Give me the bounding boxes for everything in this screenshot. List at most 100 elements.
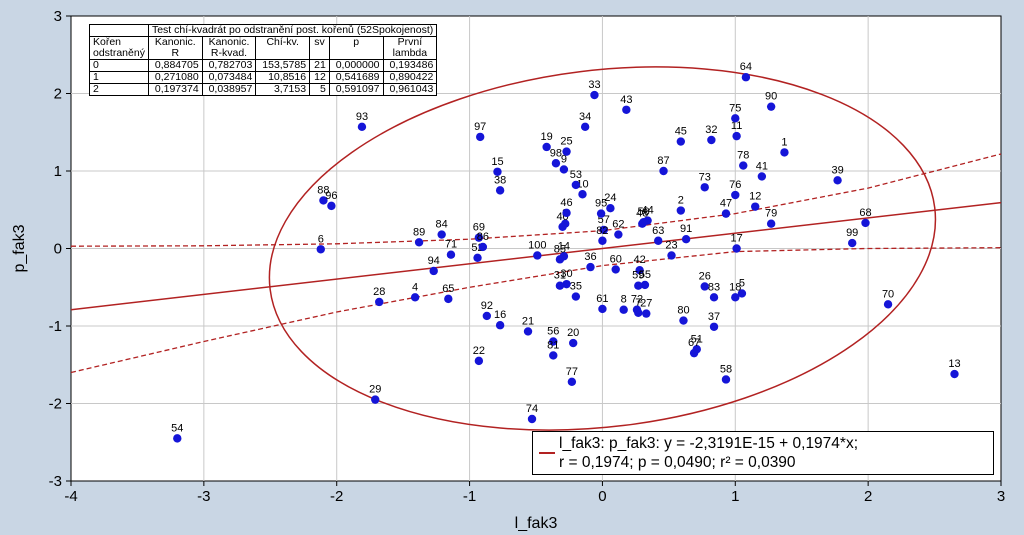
data-point [542,142,551,152]
data-point-label: 7 [635,297,641,309]
data-point-label: 58 [720,363,732,375]
data-point [493,167,502,176]
data-point [444,294,453,304]
data-point-label: 64 [740,61,752,73]
data-point [495,186,505,195]
data-point [676,206,686,215]
data-point-label: 69 [473,222,485,234]
y-tick-label: -3 [49,473,62,490]
data-point [446,250,456,259]
column-header-line2 [313,48,326,59]
data-point-label: 80 [677,305,689,317]
data-point [558,222,567,231]
data-point-label: 33 [588,79,600,91]
data-point-label: 88 [317,184,329,196]
data-point [478,242,488,252]
data-point [766,102,776,111]
data-point [173,434,182,443]
data-point-label: 32 [705,124,717,136]
data-point [679,316,688,325]
data-point [474,356,484,366]
data-point-label: 1 [781,136,787,148]
column-header: p [328,36,384,60]
table-title-row: Test chí-kvadrát po odstranění post. koř… [89,24,438,37]
data-point [555,281,565,290]
data-point [757,172,767,181]
confidence-ellipse [268,66,937,431]
data-point-label: 39 [831,164,843,176]
data-point-label: 37 [708,311,720,323]
data-point [635,266,644,275]
row-header-line: odstraněný [93,47,145,59]
x-axis-title: l_fak3 [515,515,558,532]
data-point-label: 95 [595,198,607,210]
data-point-label: 9 [561,153,567,165]
table-cell: 5 [309,83,330,96]
data-point-label: 19 [541,131,553,143]
data-point [700,183,709,192]
data-point-label: 48 [636,208,648,220]
data-point [737,289,747,298]
data-point [709,322,719,331]
table-cell: 0,782703 [201,59,257,72]
data-point-label: 89 [413,226,425,238]
data-point [371,395,380,404]
table-header-row: Kořen odstraněný Kanonic. R Kanonic. R-kvad. C… [89,36,438,60]
data-point [414,238,424,247]
table-cell: 21 [309,59,330,72]
data-point [689,348,699,358]
data-point-label: 85 [554,243,566,255]
x-tick-label: -2 [330,488,343,505]
data-point-label: 18 [729,281,741,293]
x-tick-label: 2 [864,488,872,505]
data-point-label: 99 [846,227,858,239]
table-row: 1 0,271080 0,073484 10,8516 12 0,541689 0,8904… [89,71,438,84]
data-point [549,337,558,346]
data-point [780,148,789,157]
column-header: Chí-kv. [255,36,311,60]
data-point-label: 84 [436,219,448,231]
data-point-label: 20 [567,327,579,339]
data-point-label: 10 [576,178,588,190]
data-point [549,351,558,360]
data-point [551,159,561,168]
data-point-label: 16 [494,309,506,321]
data-point-label: 62 [612,219,624,231]
data-point [731,190,740,200]
data-point-label: 50 [637,206,649,218]
data-point-label: 15 [491,156,503,168]
data-point [523,327,533,336]
data-point-label: 67 [688,337,700,349]
table-cell: 0,000000 [328,59,384,72]
data-point-label: 90 [765,91,777,103]
data-points: 1234567891011121314151617181920212223242… [171,61,961,443]
data-point-label: 13 [948,358,960,370]
data-point-label: 17 [730,233,742,245]
data-point [596,209,606,218]
data-point-label: 83 [708,281,720,293]
data-point [659,166,668,176]
column-header-line1: sv [314,36,325,48]
data-point-label: 65 [442,283,454,295]
data-point-label: 100 [528,239,546,251]
data-point-label: 31 [554,270,566,282]
x-tick-label: 0 [598,488,606,505]
data-point-label: 5 [739,277,745,289]
data-point-label: 86 [477,231,489,243]
table-cell: 0,591097 [328,83,384,96]
column-header: Kanonic. R [147,36,203,60]
data-point-label: 93 [356,111,368,123]
regression-line-sample [539,452,555,454]
data-point-label: 61 [596,293,608,305]
regression-stats: r = 0,1974; p = 0,0490; r² = 0,0390 [559,454,796,471]
table-cell: 0,890422 [382,71,438,84]
data-point-label: 59 [632,270,644,282]
data-point-label: 91 [680,223,692,235]
data-point [721,209,731,218]
data-point-label: 53 [570,169,582,181]
column-header: Kanonic. R-kvad. [201,36,257,60]
data-point-label: 55 [639,269,651,281]
data-point [580,122,590,132]
data-point-label: 97 [474,121,486,133]
